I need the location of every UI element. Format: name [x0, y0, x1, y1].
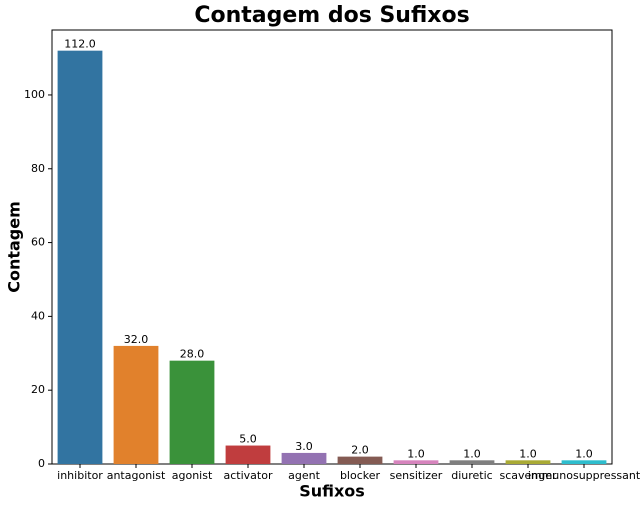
plot-frame — [51, 29, 613, 465]
value-label: 32.0 — [124, 333, 149, 346]
y-tick-label: 80 — [31, 162, 45, 175]
value-label: 112.0 — [64, 38, 96, 51]
y-tick-label: 60 — [31, 236, 45, 249]
x-tick-label: antagonist — [107, 469, 166, 482]
bar — [393, 460, 439, 464]
bar — [281, 452, 327, 464]
bar — [337, 456, 383, 464]
value-label: 3.0 — [295, 440, 313, 453]
value-label: 1.0 — [463, 447, 481, 460]
bar — [57, 50, 103, 465]
value-label: 28.0 — [180, 348, 205, 361]
chart-title: Contagem dos Sufixos — [194, 3, 469, 28]
value-label: 2.0 — [351, 444, 369, 457]
bar — [561, 460, 607, 464]
y-tick-label: 100 — [24, 88, 45, 101]
value-label: 1.0 — [519, 447, 537, 460]
bar — [169, 360, 215, 464]
x-tick-label: inhibitor — [57, 469, 103, 482]
x-tick-label: agent — [288, 469, 320, 482]
y-tick-label: 20 — [31, 383, 45, 396]
y-axis-label: Contagem — [5, 201, 24, 293]
x-tick-label: scavenger — [499, 469, 557, 482]
value-label: 1.0 — [575, 447, 593, 460]
value-label: 1.0 — [407, 447, 425, 460]
y-tick-label: 0 — [38, 457, 45, 470]
y-tick-label: 40 — [31, 309, 45, 322]
x-tick-label: blocker — [340, 469, 381, 482]
x-tick-label: activator — [224, 469, 273, 482]
x-tick-label: diuretic — [451, 469, 492, 482]
bar — [113, 345, 159, 464]
bar — [225, 445, 271, 464]
value-label: 5.0 — [239, 433, 257, 446]
x-tick-label: immunosuppressant — [528, 469, 640, 482]
x-axis-label: Sufixos — [299, 482, 365, 501]
bar — [505, 460, 551, 464]
x-tick-label: sensitizer — [390, 469, 443, 482]
bar — [449, 460, 495, 464]
x-tick-label: agonist — [172, 469, 213, 482]
